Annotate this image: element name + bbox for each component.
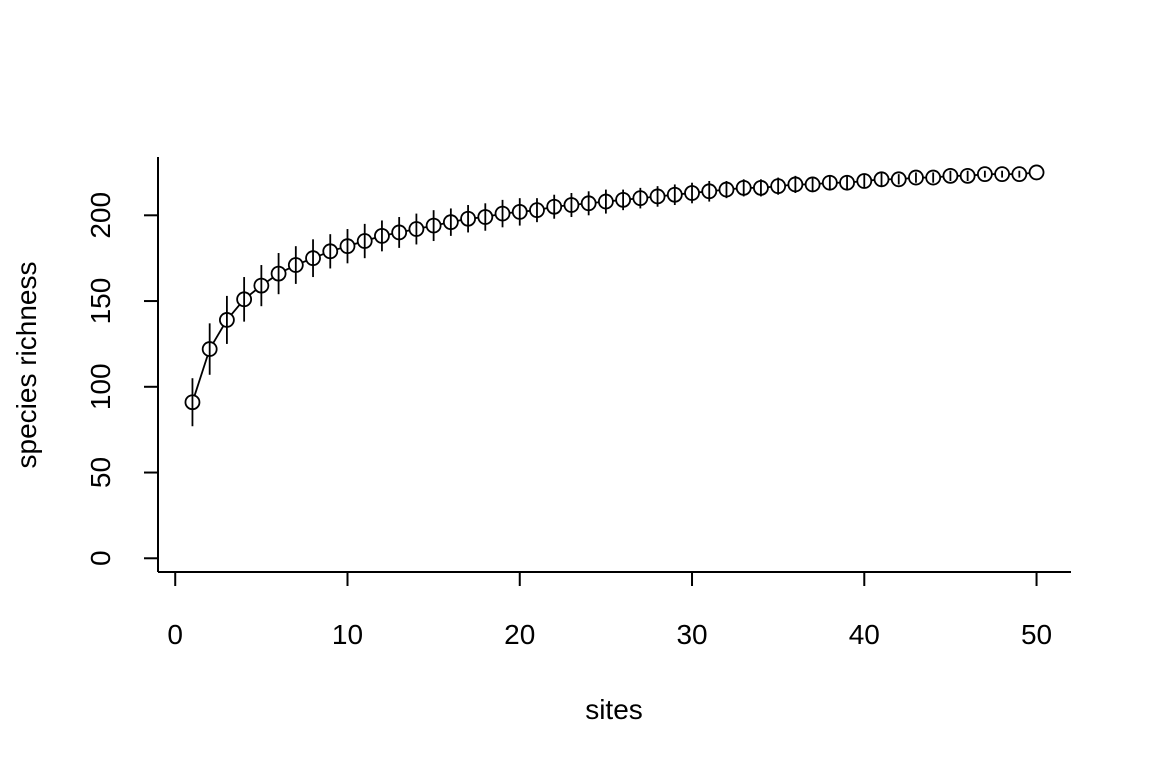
- data-point: [201, 341, 218, 357]
- data-point: [856, 173, 873, 189]
- data-point: [873, 171, 890, 188]
- data-point: [666, 186, 683, 203]
- data-point: [460, 210, 476, 227]
- data-point: [546, 198, 563, 215]
- x-tick-label: 0: [167, 619, 183, 650]
- series-layer: [184, 164, 1045, 427]
- x-axis-title: sites: [585, 694, 643, 725]
- data-point: [649, 188, 666, 205]
- data-point: [925, 169, 942, 186]
- y-axis-title: species richness: [11, 262, 42, 469]
- data-point: [994, 166, 1010, 183]
- data-point: [1011, 166, 1028, 183]
- data-point: [270, 265, 287, 282]
- data-point: [339, 238, 356, 255]
- data-point: [477, 209, 494, 225]
- x-tick-label: 10: [332, 619, 363, 650]
- data-point: [322, 243, 339, 260]
- data-point: [580, 195, 597, 212]
- series-line-segment: [266, 276, 274, 283]
- y-tick-label: 50: [85, 457, 116, 488]
- data-point: [839, 174, 855, 191]
- data-point: [305, 250, 321, 267]
- series-line-segment: [249, 289, 257, 296]
- data-point: [804, 176, 821, 193]
- data-point: [890, 171, 907, 188]
- data-point: [356, 233, 373, 249]
- y-tick-label: 100: [85, 363, 116, 410]
- data-point: [408, 221, 425, 237]
- data-point: [753, 179, 769, 196]
- data-point: [597, 193, 614, 210]
- data-point: [735, 179, 752, 196]
- data-point: [184, 394, 201, 411]
- data-point: [529, 202, 545, 219]
- data-point: [253, 277, 270, 294]
- data-point: [718, 181, 735, 198]
- data-point: [442, 214, 459, 231]
- data-point: [374, 227, 390, 244]
- y-tick-label: 200: [85, 192, 116, 239]
- data-point: [1028, 164, 1045, 181]
- data-point: [287, 257, 304, 273]
- x-tick-label: 20: [504, 619, 535, 650]
- data-point: [511, 203, 528, 220]
- data-point: [425, 217, 442, 234]
- data-point: [701, 183, 718, 200]
- data-point: [908, 169, 924, 186]
- axes: 0 10 20 30 40 50 0 50 100 150 200: [85, 157, 1071, 650]
- y-tick-label: 0: [85, 550, 116, 566]
- x-tick-label: 40: [849, 619, 880, 650]
- data-point: [976, 166, 993, 183]
- data-point: [632, 190, 649, 207]
- data-point: [787, 176, 804, 193]
- data-point: [821, 174, 838, 191]
- series-line-segment: [230, 304, 241, 316]
- data-point: [219, 312, 235, 328]
- y-tick-label: 150: [85, 278, 116, 325]
- data-point: [942, 167, 959, 184]
- x-tick-label: 50: [1021, 619, 1052, 650]
- data-point: [959, 167, 976, 184]
- data-point: [684, 185, 700, 201]
- data-point: [770, 178, 787, 195]
- x-tick-label: 30: [676, 619, 707, 650]
- series-line-segment: [193, 355, 209, 396]
- data-point: [236, 291, 253, 308]
- data-point: [494, 205, 511, 222]
- data-point: [615, 191, 632, 208]
- data-point: [563, 197, 580, 213]
- series-line-segment: [212, 325, 225, 344]
- data-point: [391, 224, 408, 241]
